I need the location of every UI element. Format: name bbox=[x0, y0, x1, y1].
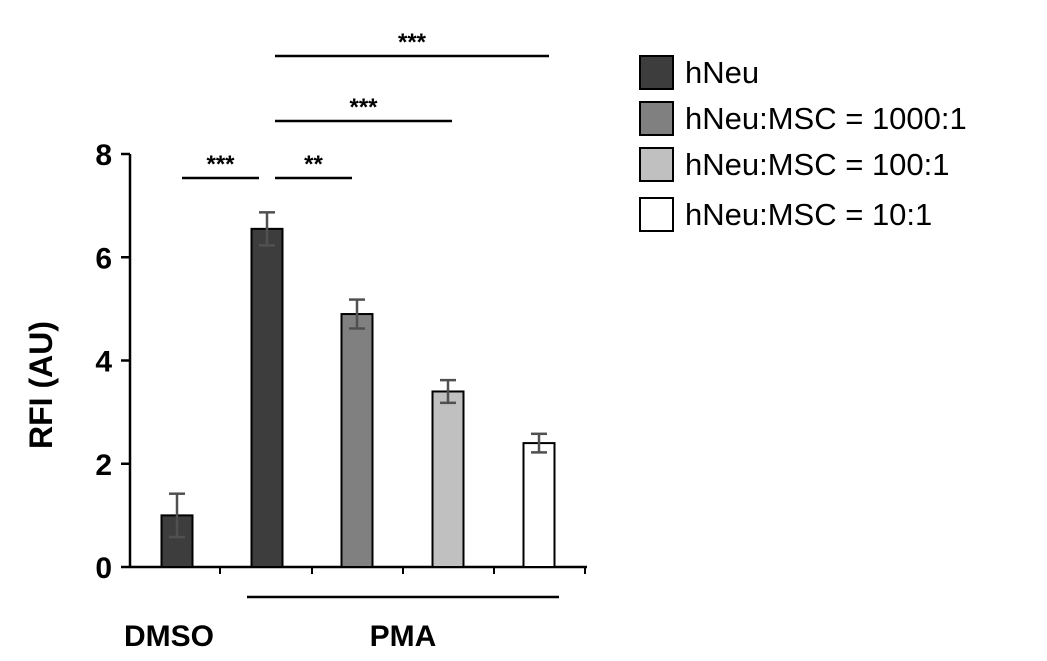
group-label-1: DMSO bbox=[124, 620, 214, 653]
significance-label-2: ** bbox=[304, 151, 323, 178]
legend-swatch bbox=[639, 55, 674, 90]
legend-swatch bbox=[639, 147, 674, 182]
bar-4 bbox=[431, 390, 465, 568]
legend-item-1: hNeu bbox=[639, 55, 759, 90]
bar-3 bbox=[340, 313, 374, 568]
significance-bracket-4: *** bbox=[275, 29, 549, 58]
y-tick-label: 0 bbox=[95, 552, 112, 585]
y-tick-label: 6 bbox=[95, 242, 112, 275]
legend: hNeu hNeu:MSC = 1000:1 hNeu:MSC = 100:1 hNe… bbox=[639, 55, 967, 232]
error-bar-1 bbox=[169, 492, 185, 539]
significance-brackets: *** ******** bbox=[182, 29, 549, 180]
y-axis-label: RFI (AU) bbox=[23, 321, 59, 449]
legend-item-3: hNeu:MSC = 100:1 bbox=[639, 147, 950, 182]
y-tick-label: 8 bbox=[95, 139, 112, 172]
bar-5 bbox=[522, 442, 556, 569]
significance-bracket-3: *** bbox=[275, 94, 452, 123]
legend-label: hNeu:MSC = 1000:1 bbox=[685, 101, 967, 136]
legend-label: hNeu:MSC = 100:1 bbox=[685, 147, 950, 182]
significance-bracket-2: ** bbox=[275, 151, 352, 180]
bars bbox=[160, 227, 556, 569]
y-tick-label: 2 bbox=[95, 449, 112, 482]
legend-label: hNeu bbox=[685, 55, 759, 90]
legend-swatch bbox=[639, 101, 674, 136]
legend-item-4: hNeu:MSC = 10:1 bbox=[639, 197, 932, 232]
significance-label-3: *** bbox=[349, 94, 378, 121]
legend-item-2: hNeu:MSC = 1000:1 bbox=[639, 101, 967, 136]
bar-2 bbox=[250, 227, 284, 568]
significance-label-4: *** bbox=[398, 29, 427, 56]
y-tick-labels: 0 2 4 6 8 bbox=[95, 139, 112, 585]
error-bar-4 bbox=[440, 378, 456, 405]
legend-label: hNeu:MSC = 10:1 bbox=[685, 197, 932, 232]
significance-bracket-1: *** bbox=[182, 151, 259, 180]
error-bar-3 bbox=[349, 298, 365, 330]
group-label-2: PMA bbox=[370, 620, 437, 653]
significance-label-1: *** bbox=[206, 151, 235, 178]
error-bars bbox=[169, 211, 547, 539]
group-labels: DMSO PMA bbox=[124, 595, 559, 653]
y-tick-label: 4 bbox=[95, 346, 112, 379]
legend-swatch bbox=[639, 197, 674, 232]
error-bar-2 bbox=[259, 211, 275, 247]
error-bar-5 bbox=[531, 432, 547, 454]
